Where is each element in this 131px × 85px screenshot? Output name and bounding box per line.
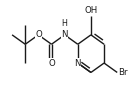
Text: OH: OH <box>84 6 98 15</box>
Text: N: N <box>75 59 81 68</box>
Text: O: O <box>48 59 55 68</box>
Text: N: N <box>61 30 68 39</box>
Text: Br: Br <box>118 68 128 77</box>
Text: H: H <box>62 19 68 28</box>
Text: O: O <box>35 30 42 39</box>
